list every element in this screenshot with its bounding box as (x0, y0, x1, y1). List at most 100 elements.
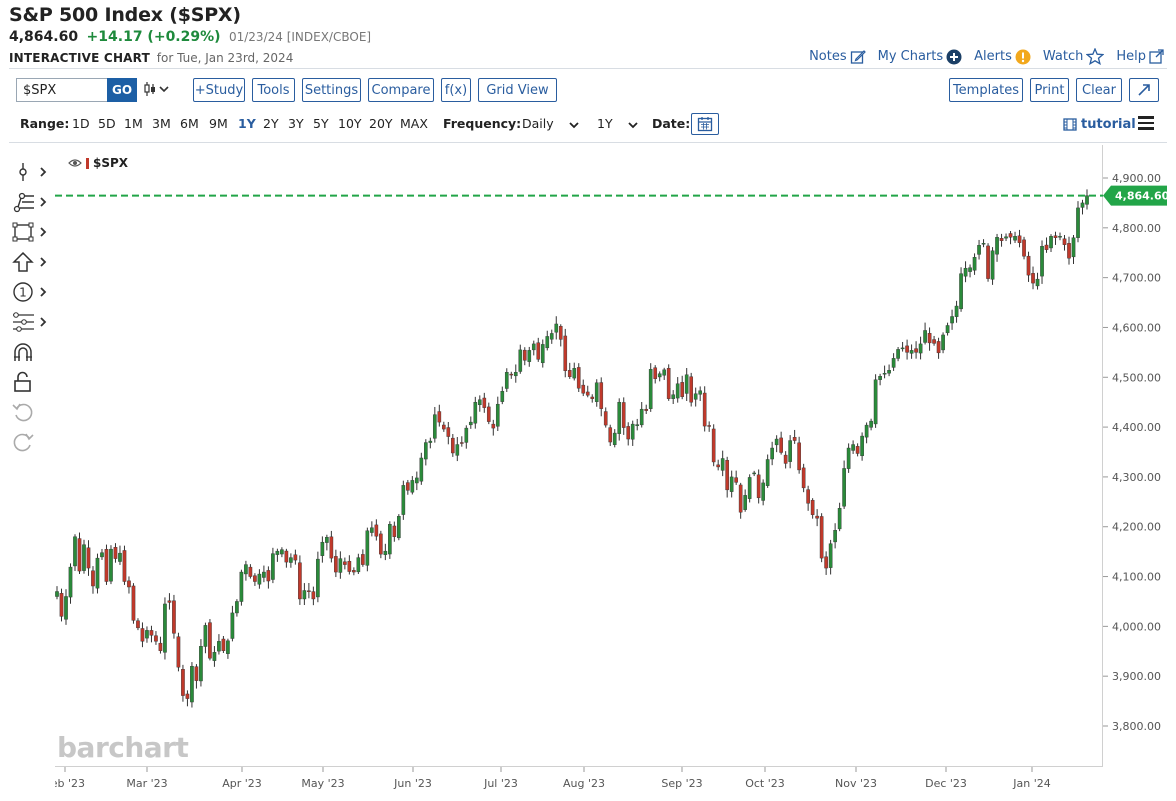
candle-body (406, 482, 410, 491)
range-10y[interactable]: 10Y (338, 116, 362, 131)
candle-body (540, 344, 545, 364)
x-tick-label: Apr '23 (222, 777, 262, 790)
candle-body (666, 368, 671, 399)
candle-body (432, 414, 437, 439)
arrow-tool[interactable] (10, 250, 50, 274)
notes-link[interactable]: Notes (809, 48, 866, 65)
candle-body (338, 558, 343, 573)
templates-button[interactable]: Templates (949, 78, 1023, 102)
candle-body (684, 374, 689, 394)
range-9m[interactable]: 9M (209, 116, 228, 131)
divider (9, 142, 1167, 143)
series-label[interactable]: $SPX (68, 156, 128, 170)
range-2y[interactable]: 2Y (263, 116, 279, 131)
candle-body (657, 373, 662, 378)
price-chart[interactable]: 3,800.00 3,900.00 4,000.00 4,100.00 4,200.00… (55, 145, 1167, 796)
symbol-input[interactable] (16, 78, 108, 102)
magnet-tool[interactable] (10, 340, 50, 364)
candle-body (370, 527, 374, 533)
candle-body (864, 424, 869, 438)
range-5y[interactable]: 5Y (313, 116, 329, 131)
chart-type-dropdown[interactable] (143, 80, 173, 102)
y-tick-label: 4,600.00 (1112, 321, 1161, 334)
candle-body (131, 585, 136, 621)
range-3m[interactable]: 3M (152, 116, 171, 131)
candle-body (995, 237, 999, 255)
top-links: Notes My Charts Alerts Watch Help (809, 48, 1164, 65)
candlestick-chevron-icon (144, 82, 169, 96)
print-button[interactable]: Print (1030, 78, 1069, 102)
candle-body (873, 379, 878, 425)
range-1y[interactable]: 1Y (238, 116, 256, 131)
tools-button[interactable]: Tools (252, 78, 295, 102)
crosshair-tool[interactable] (10, 160, 50, 184)
redo-button[interactable] (10, 430, 50, 454)
candle-body (648, 369, 653, 409)
candle-body (118, 552, 122, 562)
lock-tool[interactable] (10, 370, 50, 394)
period-dropdown[interactable]: 1Y (597, 116, 639, 131)
my-charts-label: My Charts (877, 49, 944, 64)
menu-icon[interactable] (1138, 116, 1154, 130)
candle-body (927, 333, 932, 344)
range-1m[interactable]: 1M (124, 116, 143, 131)
fullscreen-button[interactable] (1129, 78, 1159, 102)
study-button[interactable]: +Study (193, 78, 245, 102)
y-tick-label: 4,900.00 (1112, 172, 1161, 185)
candle-body (833, 530, 837, 543)
candle-body (199, 646, 203, 682)
undo-button[interactable] (10, 400, 50, 424)
candle-body (711, 428, 716, 463)
candle-body (765, 459, 770, 486)
alerts-link[interactable]: Alerts (974, 48, 1031, 65)
range-max[interactable]: MAX (400, 116, 428, 131)
chart-area[interactable]: 3,800.00 3,900.00 4,000.00 4,100.00 4,200.00… (55, 145, 1167, 796)
tutorial-link[interactable]: tutorial (1063, 117, 1136, 132)
range-1d[interactable]: 1D (72, 116, 90, 131)
candle-body (504, 372, 509, 389)
candle-body (558, 326, 563, 340)
candle-body (495, 403, 500, 427)
candle-body (194, 666, 199, 681)
range-3y[interactable]: 3Y (288, 116, 304, 131)
candle-body (284, 550, 289, 563)
candle-body (693, 393, 698, 400)
fibonacci-tool[interactable] (10, 310, 50, 334)
numbered-circle-icon: 1 (13, 282, 47, 302)
range-label: Range: (20, 116, 70, 131)
grid-view-button[interactable]: Grid View (478, 78, 557, 102)
compare-button[interactable]: Compare (368, 78, 434, 102)
range-6m[interactable]: 6M (180, 116, 199, 131)
annotation-tool[interactable]: 1 (10, 280, 50, 304)
candle-body (383, 550, 388, 555)
candle-body (311, 591, 316, 600)
go-button[interactable]: GO (107, 78, 137, 102)
help-link[interactable]: Help (1116, 48, 1164, 65)
settings-button[interactable]: Settings (302, 78, 361, 102)
candle-body (531, 343, 536, 351)
candle-body (806, 489, 810, 504)
rectangle-tool[interactable] (10, 220, 50, 244)
candle-body (752, 472, 756, 475)
candle-body (1062, 238, 1067, 245)
my-charts-link[interactable]: My Charts (878, 48, 963, 65)
candle-body (140, 628, 145, 642)
candle-body (127, 580, 131, 588)
divider (9, 68, 1167, 69)
frequency-dropdown[interactable]: Daily (522, 116, 580, 131)
candle-body (828, 543, 833, 568)
candle-body (1076, 207, 1080, 238)
watch-link[interactable]: Watch (1043, 48, 1105, 65)
range-5d[interactable]: 5D (98, 116, 116, 131)
candle-body (68, 566, 73, 598)
trendline-tool[interactable] (10, 190, 50, 214)
clear-button[interactable]: Clear (1076, 78, 1122, 102)
candle-body (882, 373, 887, 375)
range-20y[interactable]: 20Y (369, 116, 393, 131)
date-picker-button[interactable] (691, 113, 719, 135)
candle-body (379, 533, 383, 555)
fx-button[interactable]: f(x) (441, 78, 471, 102)
candle-body (59, 593, 64, 617)
candle-body (64, 596, 68, 620)
rectangle-icon (12, 222, 47, 242)
